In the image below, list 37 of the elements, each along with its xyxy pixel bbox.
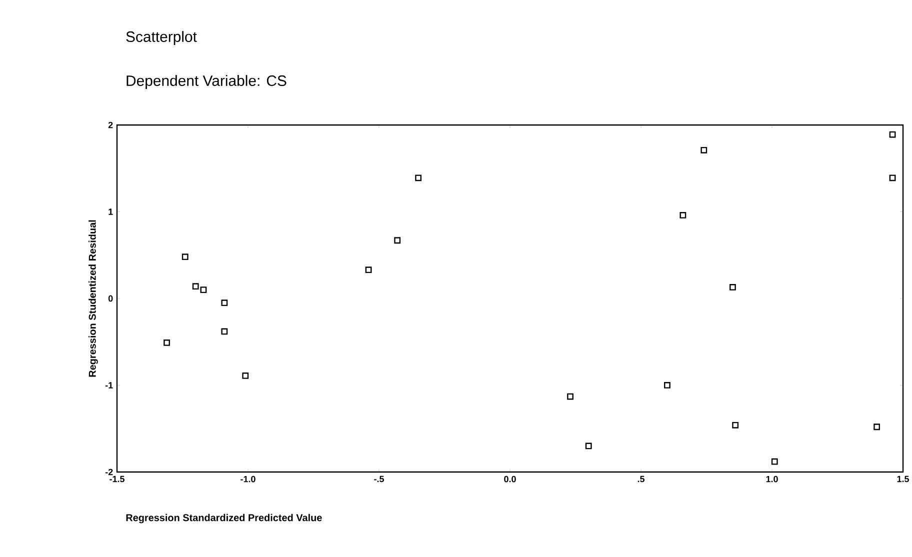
x-tick-label: 0.0 [504,476,516,482]
point [585,442,592,450]
point [730,284,736,290]
point [889,131,896,138]
point [221,300,228,306]
x-tick-label: 1.5 [897,476,909,482]
y-tick-label: 2 [108,122,113,128]
y-tick-label: 0 [108,295,113,302]
point [192,283,199,290]
point [394,237,401,244]
point [200,286,207,294]
y-tick-label: -1 [105,382,113,388]
y-axis-title: Regression Studentized Residual [88,220,98,377]
point [415,174,422,182]
point [221,328,228,335]
x-tick-label: 1.0 [766,476,778,482]
point [771,458,778,465]
point [567,393,574,400]
point [182,254,188,260]
x-axis-title: Regression Standardized Predicted Value [126,514,322,524]
point [664,382,670,388]
point [889,174,896,182]
point [164,340,170,346]
x-tick-label: -1.0 [240,476,256,482]
chart-title: Scatterplot [126,31,197,45]
y-tick-label: -2 [105,468,113,476]
point [874,424,880,430]
point [242,372,249,379]
x-tick-label: -.5 [374,476,384,482]
y-tick-label: 1 [108,208,113,215]
x-tick-label: -1.5 [110,476,124,482]
point [732,422,739,428]
point [365,266,372,274]
chart-subtitle: Dependent Variable: CS [126,75,286,89]
x-tick-label: .5 [638,476,644,482]
point [700,146,708,154]
point [680,212,686,218]
